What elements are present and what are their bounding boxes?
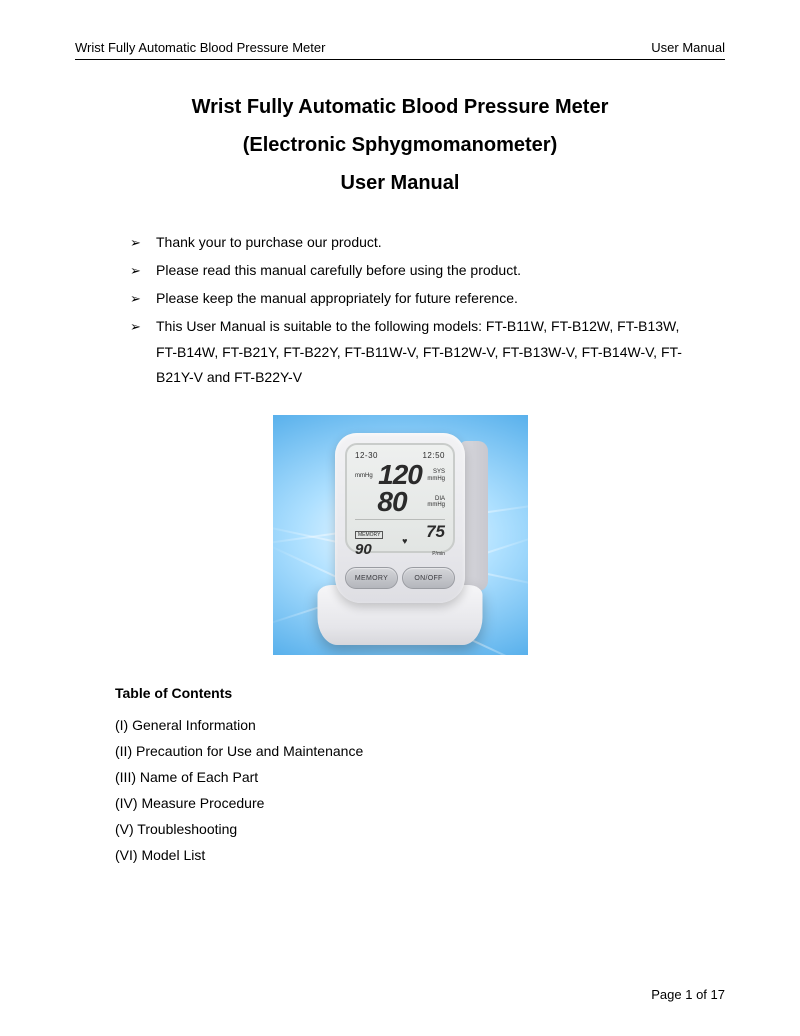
bullet-marker-icon: ➢: [130, 258, 156, 283]
bullet-text: This User Manual is suitable to the foll…: [156, 314, 685, 392]
lcd-sys-label: SYSmmHg: [427, 469, 445, 482]
product-image: 12-30 12:50 mmHg 120 SYSmmHg 80 DIAmmHg: [273, 415, 528, 655]
toc-item: (VI) Model List: [115, 843, 685, 869]
lcd-pulse: 75 P/min: [426, 522, 445, 560]
bullet-text: Please keep the manual appropriately for…: [156, 286, 685, 312]
title-line-3: User Manual: [105, 164, 695, 202]
bullet-marker-icon: ➢: [130, 230, 156, 255]
page-header: Wrist Fully Automatic Blood Pressure Met…: [75, 40, 725, 60]
toc-item: (I) General Information: [115, 713, 685, 739]
bullet-item: ➢ Thank your to purchase our product.: [130, 230, 685, 256]
header-right: User Manual: [651, 40, 725, 55]
lcd-memory-value: 90: [355, 541, 372, 558]
lcd-spacer: [355, 499, 357, 505]
toc-item: (III) Name of Each Part: [115, 765, 685, 791]
lcd-memory: MEMORY 90: [355, 523, 383, 559]
device-memory-button: MEMORY: [345, 567, 398, 589]
bullet-item: ➢ This User Manual is suitable to the fo…: [130, 314, 685, 392]
device-lcd: 12-30 12:50 mmHg 120 SYSmmHg 80 DIAmmHg: [345, 443, 455, 553]
bullet-text: Thank your to purchase our product.: [156, 230, 685, 256]
toc-heading: Table of Contents: [115, 685, 685, 701]
toc-item: (V) Troubleshooting: [115, 817, 685, 843]
toc-list: (I) General Information (II) Precaution …: [115, 713, 685, 868]
page-footer: Page 1 of 17: [651, 987, 725, 1002]
bullet-marker-icon: ➢: [130, 286, 156, 311]
intro-bullet-list: ➢ Thank your to purchase our product. ➢ …: [130, 230, 685, 391]
lcd-pulse-label: P/min: [432, 551, 445, 557]
header-left: Wrist Fully Automatic Blood Pressure Met…: [75, 40, 325, 55]
lcd-dia-value: 80: [377, 489, 406, 516]
device-body: 12-30 12:50 mmHg 120 SYSmmHg 80 DIAmmHg: [335, 433, 465, 603]
bullet-item: ➢ Please read this manual carefully befo…: [130, 258, 685, 284]
lcd-sys-value: 120: [378, 462, 422, 489]
lcd-pulse-value: 75: [426, 522, 445, 541]
bullet-marker-icon: ➢: [130, 314, 156, 339]
toc-item: (IV) Measure Procedure: [115, 791, 685, 817]
device-onoff-button: ON/OFF: [402, 567, 455, 589]
bullet-item: ➢ Please keep the manual appropriately f…: [130, 286, 685, 312]
device-buttons: MEMORY ON/OFF: [345, 567, 455, 589]
lcd-dia-label: DIAmmHg: [427, 496, 445, 509]
title-line-2: (Electronic Sphygmomanometer): [105, 126, 695, 164]
lcd-unit-left: mmHg: [355, 473, 373, 479]
document-title: Wrist Fully Automatic Blood Pressure Met…: [105, 88, 695, 202]
title-line-1: Wrist Fully Automatic Blood Pressure Met…: [105, 88, 695, 126]
lcd-divider: [355, 519, 445, 520]
heart-icon: ♥: [402, 536, 407, 546]
lcd-memory-label: MEMORY: [355, 531, 383, 539]
bullet-text: Please read this manual carefully before…: [156, 258, 685, 284]
lcd-time: 12:50: [422, 451, 445, 460]
lcd-date: 12-30: [355, 451, 378, 460]
toc-item: (II) Precaution for Use and Maintenance: [115, 739, 685, 765]
